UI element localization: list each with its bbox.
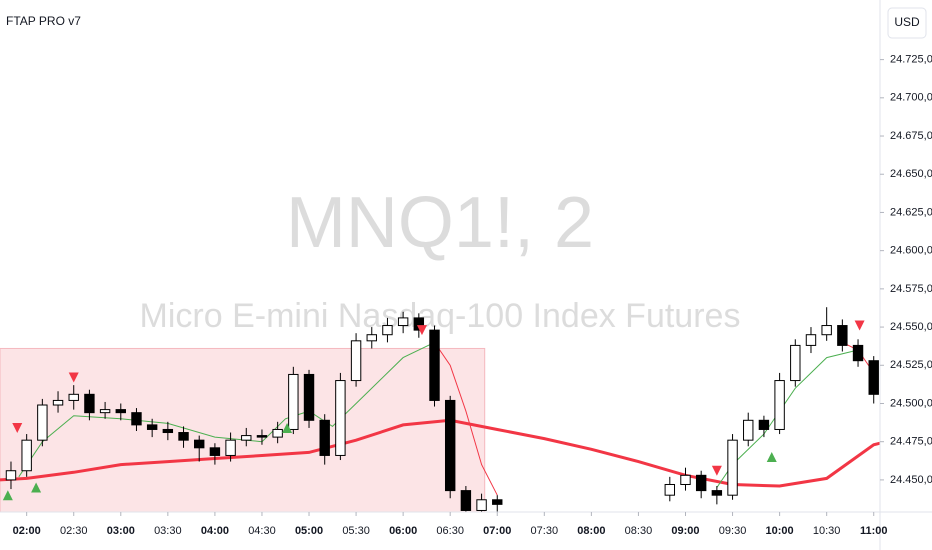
candle-body [350,340,362,382]
candle-body [868,360,879,395]
candle-body [397,317,409,327]
x-tick-label: 08:30 [625,525,653,537]
y-tick-label: 24.550,00 [890,321,932,333]
candle-body [382,325,393,336]
candle-body [413,317,425,331]
candle-body [115,409,126,414]
signal-up [2,490,13,501]
y-tick-label: 24.500,00 [890,397,932,409]
candle-body [837,325,848,346]
candle-body [680,474,691,485]
candle-body [429,329,440,401]
x-tick-label: 06:30 [436,525,464,537]
x-tick-label: 05:00 [295,525,323,537]
signal-up [31,482,42,493]
x-tick-label: 04:30 [248,525,276,537]
candle-body [444,399,456,492]
candle-body [805,334,817,346]
candle-body [162,428,174,434]
y-tick-label: 24.475,00 [890,436,932,448]
signal-down [68,372,79,383]
candle-body [178,432,189,441]
watermark-symbol: MNQ1!, 2 [286,183,594,263]
signal-down [711,465,722,476]
candle-body [774,380,785,430]
x-tick-label: 06:00 [389,525,417,537]
candle-body [146,424,158,430]
x-tick-label: 11:00 [860,525,888,537]
candle-body [821,325,832,336]
candle-body [288,373,299,430]
x-tick-label: 05:30 [342,525,370,537]
candle-body [664,483,676,496]
y-tick-label: 24.575,00 [890,283,932,295]
y-tick-label: 24.525,00 [890,359,932,371]
candle-body [695,474,707,492]
candle-body [272,428,283,438]
x-tick-label: 02:00 [13,525,41,537]
candle-body [131,412,142,426]
x-tick-label: 03:00 [107,525,135,537]
candle-body [52,399,64,406]
candle-body [303,373,315,421]
plot-area [0,307,880,512]
candle-body [209,447,221,456]
signal-down [854,320,865,331]
plot-background [0,347,486,512]
candle-body [727,439,738,496]
candle-body [335,380,346,456]
x-tick-label: 09:30 [719,525,747,537]
candle-body [256,435,268,438]
y-tick-label: 24.725,00 [890,54,932,66]
candle-body [476,499,487,511]
session-box [0,347,486,512]
currency-label: USD [894,15,920,29]
x-tick-label: 03:30 [154,525,182,537]
candle-body [84,393,95,414]
y-tick-label: 24.625,00 [890,206,932,218]
candle-body [5,470,17,481]
candle-body [21,439,32,472]
candle-body [366,334,377,342]
y-tick-label: 24.450,00 [890,474,932,486]
candle-body [492,499,503,505]
candle-body [460,490,472,511]
x-tick-label: 07:00 [483,525,511,537]
signal-down [12,422,23,433]
candle-body [194,439,205,449]
x-tick-label: 02:30 [60,525,88,537]
candle-body [711,490,723,496]
candle-body [790,344,801,382]
candle-body [319,419,330,456]
x-tick-label: 04:00 [201,525,229,537]
candle-body [758,419,770,430]
x-tick-label: 10:30 [813,525,841,537]
watermark-description: Micro E-mini Nasdaq-100 Index Futures [140,297,741,335]
candle-body [743,419,754,441]
candle-body [37,404,48,441]
axes: 24.725,00 24.700,00 24.675,00 24.650,00 24.6… [13,54,932,537]
candle-body [852,344,864,362]
candle-body [68,393,79,401]
signal-up [282,422,293,433]
x-tick-label: 08:00 [577,525,605,537]
moving-average [434,341,875,496]
indicator-name: FTAP PRO v7 [6,14,81,28]
y-tick-label: 24.675,00 [890,130,932,142]
x-tick-label: 10:00 [766,525,794,537]
signal-down [416,325,427,336]
y-tick-label: 24.650,00 [890,168,932,180]
x-tick-label: 07:30 [531,525,559,537]
x-tick-label: 09:00 [671,525,699,537]
candle-body [241,435,252,441]
signal-up [766,451,777,462]
candle-body [99,409,111,414]
currency-button[interactable] [887,7,927,39]
y-tick-label: 24.700,00 [890,92,932,104]
candle-body [225,439,236,456]
y-tick-label: 24.600,00 [890,245,932,257]
